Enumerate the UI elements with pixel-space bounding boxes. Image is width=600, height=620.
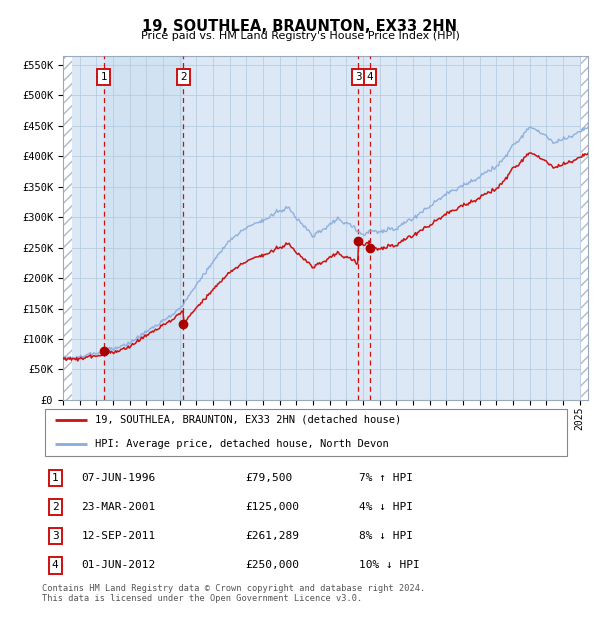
Text: 1: 1 <box>100 72 107 82</box>
Text: 19, SOUTHLEA, BRAUNTON, EX33 2HN: 19, SOUTHLEA, BRAUNTON, EX33 2HN <box>143 19 458 33</box>
Bar <box>104 56 184 400</box>
Text: 1: 1 <box>52 473 59 483</box>
Text: 23-MAR-2001: 23-MAR-2001 <box>82 502 156 512</box>
Text: HPI: Average price, detached house, North Devon: HPI: Average price, detached house, Nort… <box>95 440 389 450</box>
Text: 2: 2 <box>52 502 59 512</box>
Text: 7% ↑ HPI: 7% ↑ HPI <box>359 473 413 483</box>
FancyBboxPatch shape <box>44 409 568 456</box>
Text: 8% ↓ HPI: 8% ↓ HPI <box>359 531 413 541</box>
Text: 4% ↓ HPI: 4% ↓ HPI <box>359 502 413 512</box>
Text: 01-JUN-2012: 01-JUN-2012 <box>82 560 156 570</box>
Text: £261,289: £261,289 <box>245 531 299 541</box>
Text: 3: 3 <box>52 531 59 541</box>
Text: 4: 4 <box>367 72 373 82</box>
Text: 4: 4 <box>52 560 59 570</box>
Text: 3: 3 <box>355 72 361 82</box>
Text: Price paid vs. HM Land Registry's House Price Index (HPI): Price paid vs. HM Land Registry's House … <box>140 31 460 41</box>
Text: 2: 2 <box>180 72 187 82</box>
Text: 19, SOUTHLEA, BRAUNTON, EX33 2HN (detached house): 19, SOUTHLEA, BRAUNTON, EX33 2HN (detach… <box>95 415 401 425</box>
Text: £125,000: £125,000 <box>245 502 299 512</box>
Text: 12-SEP-2011: 12-SEP-2011 <box>82 531 156 541</box>
Text: 07-JUN-1996: 07-JUN-1996 <box>82 473 156 483</box>
Text: 10% ↓ HPI: 10% ↓ HPI <box>359 560 419 570</box>
Text: £250,000: £250,000 <box>245 560 299 570</box>
Text: Contains HM Land Registry data © Crown copyright and database right 2024.
This d: Contains HM Land Registry data © Crown c… <box>42 584 425 603</box>
Text: £79,500: £79,500 <box>245 473 293 483</box>
